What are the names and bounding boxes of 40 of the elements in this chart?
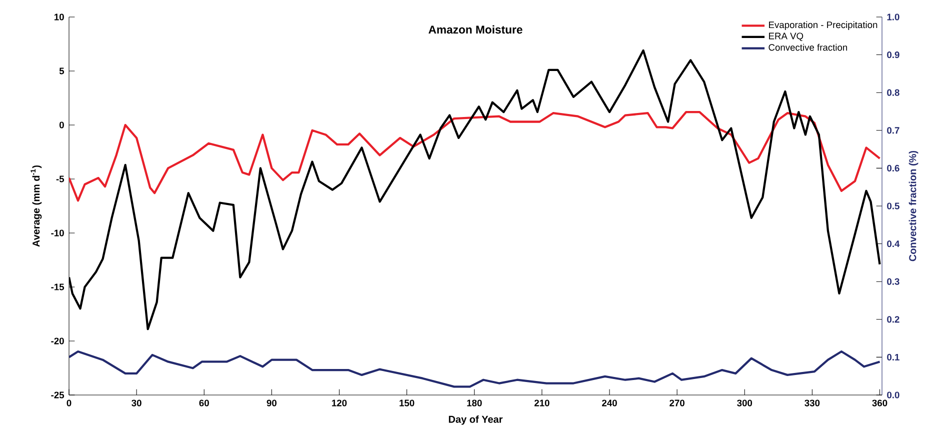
- x-tick-label: 120: [332, 400, 347, 406]
- y2-tick-label: 0.6: [887, 164, 900, 172]
- x-tick-label: 150: [400, 400, 414, 406]
- y2-tick-label: 0.9: [887, 52, 900, 58]
- y2-tick-label: 0.8: [887, 89, 900, 96]
- legend-label: ERA VQ: [769, 32, 804, 41]
- x-tick-label: 0: [66, 400, 72, 406]
- y-tick-label: -20: [51, 338, 64, 344]
- y2-tick-label: 0.1: [887, 354, 900, 360]
- y2-tick-label: 0.5: [887, 202, 900, 210]
- x-tick-label: 180: [467, 400, 482, 406]
- y2-axis-title: Convective fraction (%): [908, 150, 918, 262]
- legend-label: Evaporation - Precipitation: [769, 21, 878, 30]
- y2-tick-label: 0.3: [887, 278, 900, 285]
- y2-tick-label: 0.2: [887, 316, 900, 323]
- x-axis-title: Day of Year: [448, 415, 503, 425]
- x-tick-label: 30: [132, 400, 142, 406]
- y-tick-label: -10: [51, 230, 64, 236]
- y-tick-label: -15: [51, 284, 64, 290]
- x-tick-label: 240: [602, 400, 617, 406]
- y-tick-label: 5: [59, 68, 64, 74]
- y2-tick-label: 0.0: [887, 392, 900, 398]
- y-tick-label: -25: [51, 392, 64, 398]
- y-tick-label: 10: [54, 14, 64, 20]
- legend-label: Convective fraction: [768, 44, 848, 51]
- y2-tick-label: 0.7: [887, 127, 900, 134]
- line-series: [69, 110, 881, 202]
- x-tick-label: 360: [872, 400, 888, 406]
- y-axis-title: Average (mm d$^{-1}$): [30, 165, 42, 247]
- text: Amazon Moisture: [428, 25, 522, 34]
- y2-tick-label: 0.4: [887, 240, 900, 248]
- x-tick-label: 300: [737, 400, 752, 406]
- y-tick-label: -5: [56, 176, 64, 182]
- y2-tick-label: 1.0: [887, 14, 900, 20]
- y-tick-label: 0: [59, 122, 64, 128]
- x-tick-label: 210: [534, 400, 550, 406]
- x-tick-label: 330: [804, 400, 820, 406]
- x-tick-label: 90: [266, 400, 277, 406]
- x-tick-label: 270: [670, 400, 684, 406]
- x-tick-label: 60: [199, 400, 209, 406]
